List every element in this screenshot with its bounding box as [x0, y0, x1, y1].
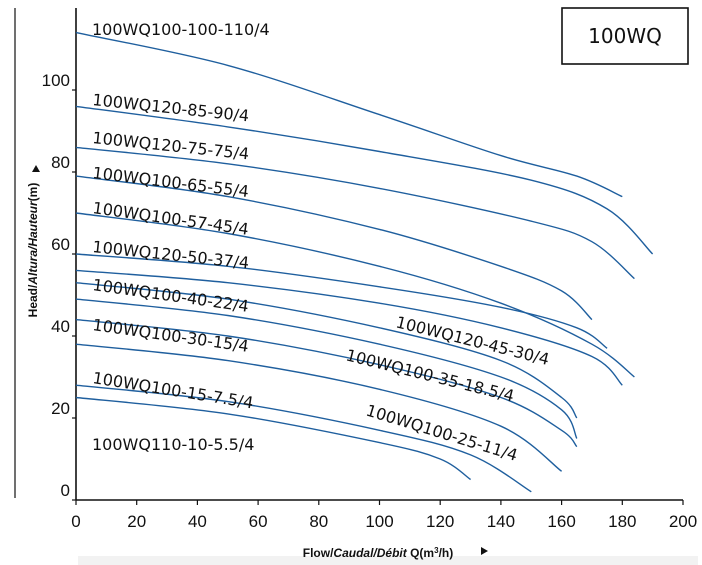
curve-9 [75, 318, 578, 448]
x-tick-label: 200 [669, 512, 697, 531]
bottom-strip [78, 556, 698, 565]
curve-label: 100WQ100-15-7.5/4 [91, 368, 254, 412]
y-tick-label: 40 [51, 317, 70, 336]
curve-7 [75, 282, 578, 419]
curve-12 [75, 396, 472, 481]
curve-2 [75, 146, 635, 280]
x-tick-label: 20 [127, 512, 146, 531]
curve-8 [75, 298, 578, 439]
x-tick-label: 100 [365, 512, 393, 531]
title-box-text: 100WQ [588, 24, 662, 48]
curve-label: 100WQ100-25-11/4 [364, 401, 520, 465]
x-axis-arrow-icon [481, 547, 488, 555]
y-tick-label: 100 [42, 71, 70, 90]
y-axis-arrow-icon [32, 165, 40, 172]
x-axis-title: Flow/Caudal/Débit Q(m3/h) [303, 546, 453, 561]
x-tick-label: 80 [309, 512, 328, 531]
x-tick-label: 40 [188, 512, 207, 531]
curve-11 [75, 384, 532, 493]
curve-label: 100WQ100-65-55/4 [92, 163, 250, 201]
curve-0 [75, 31, 623, 198]
curve-label: 100WQ100-57-45/4 [91, 198, 249, 239]
curve-6 [75, 269, 623, 386]
x-tick-label: 180 [608, 512, 636, 531]
curve-label: 100WQ120-50-37/4 [92, 237, 250, 272]
curve-5 [75, 253, 608, 349]
y-tick-label: 60 [51, 235, 70, 254]
curve-1 [75, 105, 654, 255]
tick-labels: 0 20 40 60 80 100 120 140 160 180 200 0 20 40 60 80 100 [42, 71, 698, 531]
title-box [561, 7, 689, 65]
curve-label: 100WQ100-100-110/4 [92, 20, 270, 39]
y-axis-title: Head/Altura/Hauteur(m) [26, 183, 40, 318]
curve-label: 100WQ100-40-22/4 [91, 275, 249, 316]
curve-label: 100WQ120-85-90/4 [92, 90, 250, 125]
curve-4 [75, 212, 635, 378]
y-tick-label: 80 [51, 153, 70, 172]
curve-labels: 100WQ100-100-110/4100WQ120-85-90/4100WQ1… [91, 20, 551, 465]
curves [75, 31, 654, 493]
y-tick-label: 0 [61, 481, 70, 500]
x-tick-label: 160 [547, 512, 575, 531]
x-tick-label: 60 [249, 512, 268, 531]
y-tick-label: 20 [51, 399, 70, 418]
curve-label: 100WQ110-10-5.5/4 [92, 435, 254, 454]
x-tick-label: 140 [487, 512, 515, 531]
x-tick-label: 0 [71, 512, 80, 531]
x-tick-label: 120 [426, 512, 454, 531]
curve-label: 100WQ120-75-75/4 [92, 128, 250, 163]
curve-label: 100WQ100-30-15/4 [91, 315, 249, 356]
curve-10 [75, 343, 563, 472]
curve-3 [75, 175, 593, 321]
